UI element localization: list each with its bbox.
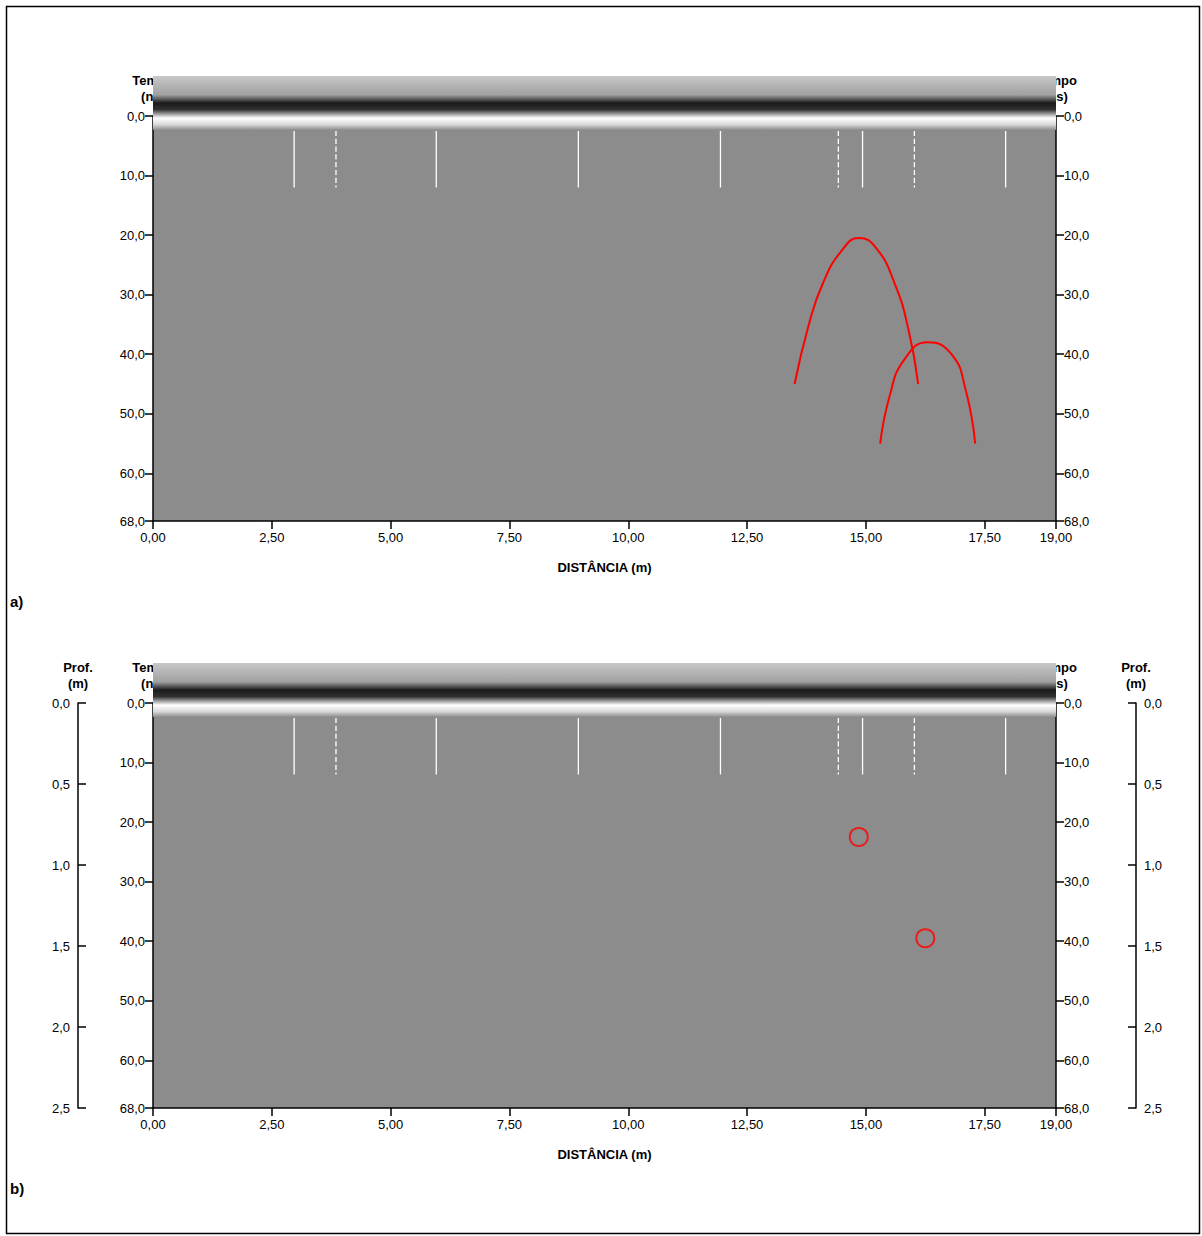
svg-text:0,00: 0,00: [140, 530, 165, 545]
svg-text:10,0: 10,0: [120, 755, 145, 770]
svg-text:5,00: 5,00: [378, 530, 403, 545]
svg-text:40,0: 40,0: [1064, 347, 1089, 362]
svg-text:68,0: 68,0: [120, 1101, 145, 1116]
svg-text:60,0: 60,0: [1064, 1053, 1089, 1068]
svg-text:7,50: 7,50: [497, 530, 522, 545]
svg-text:1,0: 1,0: [1144, 858, 1162, 873]
svg-text:a): a): [10, 593, 23, 610]
svg-text:20,0: 20,0: [1064, 228, 1089, 243]
svg-text:Prof.: Prof.: [1121, 660, 1151, 675]
svg-text:30,0: 30,0: [120, 287, 145, 302]
svg-text:15,00: 15,00: [850, 1117, 883, 1132]
svg-text:0,0: 0,0: [1064, 696, 1082, 711]
svg-text:5,00: 5,00: [378, 1117, 403, 1132]
svg-text:50,0: 50,0: [1064, 406, 1089, 421]
svg-text:2,5: 2,5: [1144, 1101, 1162, 1116]
svg-text:2,0: 2,0: [1144, 1020, 1162, 1035]
svg-text:1,5: 1,5: [52, 939, 70, 954]
svg-text:10,0: 10,0: [1064, 755, 1089, 770]
svg-text:Tempo: Tempo: [1035, 72, 1077, 88]
svg-text:(m): (m): [1126, 676, 1146, 691]
svg-text:Tempo: Tempo: [1035, 659, 1077, 675]
svg-text:60,0: 60,0: [120, 1053, 145, 1068]
svg-text:19,00: 19,00: [1040, 530, 1073, 545]
svg-text:60,0: 60,0: [120, 466, 145, 481]
svg-text:20,0: 20,0: [1064, 815, 1089, 830]
svg-text:2,0: 2,0: [52, 1020, 70, 1035]
svg-text:50,0: 50,0: [120, 993, 145, 1008]
svg-text:10,0: 10,0: [120, 168, 145, 183]
svg-text:1,0: 1,0: [52, 858, 70, 873]
svg-text:Prof.: Prof.: [63, 660, 93, 675]
svg-text:(m): (m): [68, 676, 88, 691]
svg-text:30,0: 30,0: [120, 874, 145, 889]
svg-text:12,50: 12,50: [731, 530, 764, 545]
svg-text:0,0: 0,0: [1064, 109, 1082, 124]
svg-text:10,00: 10,00: [612, 530, 645, 545]
svg-text:40,0: 40,0: [120, 347, 145, 362]
svg-text:30,0: 30,0: [1064, 874, 1089, 889]
svg-text:b): b): [10, 1180, 24, 1197]
svg-text:0,0: 0,0: [127, 109, 145, 124]
svg-text:20,0: 20,0: [120, 815, 145, 830]
svg-text:2,5: 2,5: [52, 1101, 70, 1116]
svg-text:12,50: 12,50: [731, 1117, 764, 1132]
svg-text:40,0: 40,0: [120, 934, 145, 949]
svg-text:68,0: 68,0: [120, 514, 145, 529]
svg-text:2,50: 2,50: [259, 530, 284, 545]
svg-text:DISTÂNCIA (m): DISTÂNCIA (m): [557, 1147, 651, 1162]
svg-text:0,0: 0,0: [127, 696, 145, 711]
svg-text:0,5: 0,5: [52, 777, 70, 792]
svg-text:0,0: 0,0: [52, 696, 70, 711]
svg-text:30,0: 30,0: [1064, 287, 1089, 302]
svg-text:68,0: 68,0: [1064, 1101, 1089, 1116]
svg-text:60,0: 60,0: [1064, 466, 1089, 481]
svg-text:0,00: 0,00: [140, 1117, 165, 1132]
svg-text:17,50: 17,50: [968, 1117, 1001, 1132]
svg-text:DISTÂNCIA (m): DISTÂNCIA (m): [557, 560, 651, 575]
svg-text:68,0: 68,0: [1064, 514, 1089, 529]
svg-text:40,0: 40,0: [1064, 934, 1089, 949]
svg-text:0,0: 0,0: [1144, 696, 1162, 711]
svg-text:15,00: 15,00: [850, 530, 883, 545]
svg-text:10,00: 10,00: [612, 1117, 645, 1132]
svg-text:20,0: 20,0: [120, 228, 145, 243]
svg-text:2,50: 2,50: [259, 1117, 284, 1132]
svg-text:19,00: 19,00: [1040, 1117, 1073, 1132]
svg-text:17,50: 17,50: [968, 530, 1001, 545]
svg-text:1,5: 1,5: [1144, 939, 1162, 954]
svg-text:7,50: 7,50: [497, 1117, 522, 1132]
svg-text:10,0: 10,0: [1064, 168, 1089, 183]
svg-text:50,0: 50,0: [1064, 993, 1089, 1008]
svg-text:0,5: 0,5: [1144, 777, 1162, 792]
svg-text:50,0: 50,0: [120, 406, 145, 421]
